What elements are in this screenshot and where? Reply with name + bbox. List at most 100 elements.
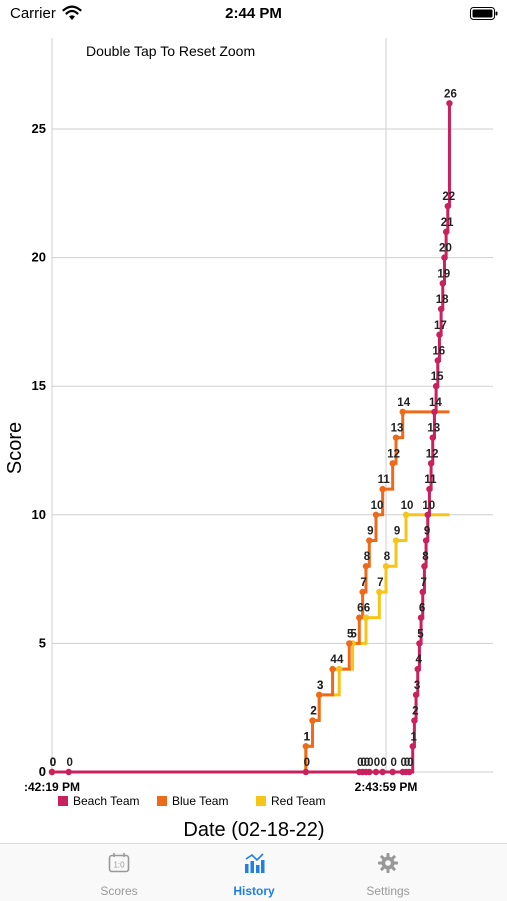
chart-icon xyxy=(245,853,265,873)
status-time: 2:44 PM xyxy=(225,5,282,22)
data-point xyxy=(366,537,373,544)
data-point xyxy=(389,460,396,467)
data-label: 3 xyxy=(317,680,323,692)
data-point xyxy=(346,640,353,647)
data-label: 26 xyxy=(444,88,457,100)
data-point xyxy=(392,434,400,441)
data-label: 5 xyxy=(347,628,354,640)
y-tick-label: 5 xyxy=(39,635,46,650)
x-axis-label: Date (02-18-22) xyxy=(183,819,324,840)
data-point xyxy=(382,563,390,570)
wifi-icon xyxy=(62,5,82,20)
data-point xyxy=(309,717,316,724)
y-tick-label: 10 xyxy=(32,507,46,522)
chart-legend: Beach Team Blue Team Red Team xyxy=(58,794,325,808)
data-point xyxy=(409,743,416,750)
y-tick-label: 0 xyxy=(39,764,46,779)
data-label: 0 xyxy=(360,757,366,769)
data-point xyxy=(441,254,448,261)
carrier-label: Carrier xyxy=(10,5,56,22)
data-point xyxy=(372,511,380,518)
data-point xyxy=(427,460,435,467)
data-label: 0 xyxy=(367,757,373,769)
data-label: 6 xyxy=(419,603,425,615)
data-point xyxy=(416,640,423,647)
x-tick-label: :42:19 PM xyxy=(24,780,80,794)
data-point xyxy=(417,614,425,621)
data-point xyxy=(362,563,370,570)
data-label: 3 xyxy=(414,680,420,692)
data-label: 4 xyxy=(416,654,423,666)
chart-series xyxy=(48,100,453,776)
data-point xyxy=(424,511,431,518)
data-label: 2 xyxy=(310,706,316,718)
data-point xyxy=(379,768,386,776)
data-point xyxy=(379,485,386,493)
data-point xyxy=(419,588,426,596)
data-label: 2 xyxy=(412,706,418,718)
data-label: 2 xyxy=(310,706,316,718)
data-point xyxy=(366,768,373,776)
data-point xyxy=(432,383,440,390)
data-point xyxy=(336,665,343,673)
battery-icon xyxy=(470,7,498,20)
gear-icon xyxy=(378,853,398,873)
data-label: 9 xyxy=(367,526,373,538)
tab-settings[interactable]: Settings xyxy=(323,844,453,901)
status-bar: Carrier 2:44 PM xyxy=(0,0,507,28)
data-label: 10 xyxy=(371,500,384,512)
data-label: 9 xyxy=(394,526,400,538)
data-label: 0 xyxy=(304,757,310,769)
data-label: 5 xyxy=(417,628,424,640)
data-point xyxy=(48,768,56,776)
tab-history[interactable]: History xyxy=(189,844,319,901)
data-label: 10 xyxy=(422,500,435,512)
data-point xyxy=(411,717,418,724)
data-label: 0 xyxy=(364,757,370,769)
data-point xyxy=(356,614,363,621)
data-point xyxy=(421,563,428,570)
series-line xyxy=(52,410,450,774)
data-label: 0 xyxy=(407,757,413,769)
data-point xyxy=(389,768,396,776)
data-label: 14 xyxy=(397,397,410,409)
data-label: 16 xyxy=(432,345,445,357)
data-label: 19 xyxy=(437,268,450,280)
tab-scores[interactable]: 1:0 Scores xyxy=(54,844,184,901)
data-label: 8 xyxy=(422,551,429,563)
data-label: 7 xyxy=(421,577,427,589)
series-line xyxy=(52,103,451,774)
data-point xyxy=(362,614,370,621)
data-label: 11 xyxy=(424,474,437,486)
data-label: 12 xyxy=(387,448,400,460)
data-label: 0 xyxy=(400,757,406,769)
data-label: 17 xyxy=(434,320,447,332)
data-label: 0 xyxy=(374,757,380,769)
data-point xyxy=(65,768,72,776)
data-label: 0 xyxy=(390,757,396,769)
reset-zoom-hint: Double Tap To Reset Zoom xyxy=(86,43,255,59)
data-point xyxy=(434,357,441,364)
data-label: 21 xyxy=(441,217,454,229)
data-point xyxy=(446,100,453,107)
data-label: 22 xyxy=(442,191,455,203)
data-point xyxy=(437,305,445,313)
data-point xyxy=(414,665,421,673)
data-label: 0 xyxy=(50,757,56,769)
y-tick-label: 25 xyxy=(32,121,46,136)
data-point xyxy=(431,408,438,416)
data-label: 14 xyxy=(429,397,442,409)
history-chart[interactable]: 0 1 2 3 4 5 6 7 8 9 10 0 1 2 3 4 5 6 7 8 9 10 11 12 13 14 0 0 0 0 0 0 0 0… xyxy=(0,28,507,841)
chart-grid xyxy=(51,38,493,773)
data-label: 7 xyxy=(377,577,383,589)
tab-settings-label: Settings xyxy=(366,884,410,898)
legend-swatch xyxy=(58,796,68,806)
data-label: 0 xyxy=(380,757,386,769)
data-point xyxy=(392,537,400,544)
data-label: 18 xyxy=(436,294,449,306)
tab-bar: 1:0 Scores History xyxy=(0,843,507,901)
data-point xyxy=(376,588,383,596)
